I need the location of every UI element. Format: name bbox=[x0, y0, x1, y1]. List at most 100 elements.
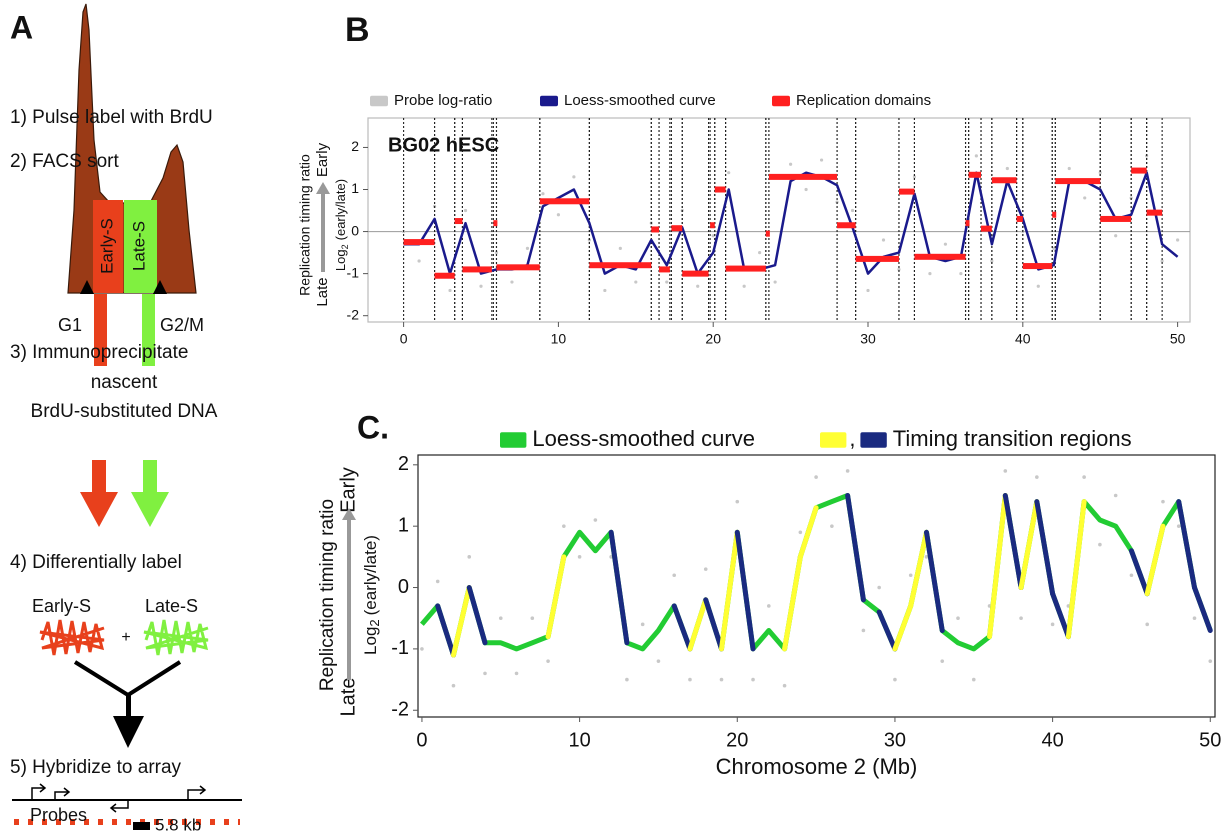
arrow bbox=[131, 460, 169, 527]
y-tick-label: -2 bbox=[347, 306, 360, 322]
legend-label: Loess-smoothed curve bbox=[564, 92, 716, 109]
x-tick-label: 10 bbox=[551, 331, 567, 347]
probe-point bbox=[819, 158, 824, 162]
x-tick-label: 40 bbox=[1041, 729, 1063, 751]
replication-domain bbox=[837, 222, 856, 229]
probe-point bbox=[940, 659, 945, 663]
y-axis-unit: Log bbox=[333, 249, 348, 271]
probe-point bbox=[1176, 524, 1181, 528]
y-axis-label-high: Early bbox=[314, 142, 331, 177]
y-tick-label: 0 bbox=[351, 222, 359, 238]
probe-point bbox=[494, 250, 499, 255]
replication-domain bbox=[1146, 209, 1163, 216]
transition-region bbox=[608, 529, 630, 646]
replication-domain bbox=[855, 255, 899, 262]
probe-point bbox=[1067, 166, 1071, 171]
transition-region bbox=[734, 529, 756, 652]
g1-marker bbox=[80, 280, 94, 294]
probe-point bbox=[514, 671, 519, 676]
probe-point bbox=[719, 677, 724, 682]
x-tick-label: 50 bbox=[1199, 729, 1221, 751]
probe-point bbox=[572, 175, 576, 179]
probe-point bbox=[877, 585, 881, 590]
probe-point bbox=[577, 555, 582, 559]
transition-region bbox=[1034, 499, 1056, 597]
transition-region bbox=[466, 585, 488, 646]
probe-point bbox=[845, 469, 850, 473]
probe-point bbox=[665, 280, 669, 284]
y-axis-unit: Log bbox=[361, 627, 380, 655]
transition-region bbox=[1144, 523, 1166, 597]
replication-domain bbox=[768, 173, 838, 180]
y-axis-arrow-head bbox=[316, 182, 330, 194]
probe-point bbox=[971, 677, 976, 682]
probe-point bbox=[897, 267, 901, 272]
probe-point bbox=[483, 671, 487, 676]
x-tick-label: 0 bbox=[400, 331, 408, 347]
probe-point bbox=[672, 573, 677, 578]
plus-sign: + bbox=[121, 629, 130, 646]
probe-point bbox=[814, 475, 818, 479]
step-label: 2) FACS sort bbox=[10, 151, 119, 172]
plot-frame bbox=[417, 454, 1216, 718]
early-s-flow bbox=[94, 294, 107, 366]
probe-point bbox=[1050, 622, 1055, 627]
replication-domain bbox=[659, 266, 670, 273]
probe-point bbox=[928, 272, 932, 276]
probe-point bbox=[448, 288, 452, 293]
late-s-label: Late-S bbox=[145, 596, 198, 616]
probe-point bbox=[850, 208, 855, 213]
dna-scribble bbox=[39, 619, 105, 656]
transition-region bbox=[845, 492, 866, 603]
probe-point bbox=[498, 616, 503, 621]
replication-domain bbox=[651, 226, 660, 233]
transition-region bbox=[908, 529, 929, 609]
replication-domain bbox=[965, 220, 970, 227]
probe-point bbox=[1114, 234, 1118, 238]
probe-point bbox=[593, 518, 598, 522]
transition-region bbox=[782, 554, 803, 652]
replication-domain bbox=[434, 272, 455, 279]
probe-point bbox=[893, 677, 897, 682]
x-tick-label: 20 bbox=[726, 729, 748, 751]
probe-point bbox=[525, 246, 530, 250]
legend-swatch bbox=[860, 432, 887, 448]
probe-point bbox=[956, 616, 960, 621]
early-s-label: Early-S bbox=[32, 596, 91, 616]
probe-point bbox=[479, 284, 483, 288]
replication-domain bbox=[765, 230, 770, 237]
replication-domain bbox=[682, 270, 709, 277]
y-axis-label-low: Late bbox=[314, 277, 331, 306]
legend-swatch bbox=[820, 432, 847, 448]
replication-domain bbox=[496, 264, 540, 271]
y-tick-label: -2 bbox=[391, 699, 409, 721]
probe-point bbox=[943, 242, 948, 246]
replication-domain bbox=[981, 225, 992, 232]
scale-bar bbox=[133, 822, 150, 830]
replication-domain bbox=[725, 265, 766, 272]
g1-label: G1 bbox=[58, 315, 82, 335]
transition-region bbox=[1018, 499, 1040, 591]
replication-domain bbox=[493, 220, 498, 227]
probe-point bbox=[959, 272, 963, 276]
transition-region bbox=[923, 529, 945, 633]
transition-region bbox=[1050, 591, 1071, 640]
panel-label: A bbox=[10, 9, 33, 45]
y-axis-unit: (early/late) bbox=[361, 535, 380, 615]
probe-point bbox=[1129, 573, 1134, 578]
probe-point bbox=[1052, 246, 1056, 250]
replication-domain bbox=[671, 225, 683, 232]
probe-point bbox=[727, 171, 731, 175]
probe-point bbox=[861, 628, 866, 633]
y-axis-label-low: Late bbox=[337, 678, 359, 717]
probe-point bbox=[703, 567, 708, 571]
probe-point bbox=[467, 555, 472, 559]
probe-point bbox=[541, 192, 545, 196]
probe-point bbox=[1066, 604, 1071, 608]
probe-point bbox=[1176, 238, 1180, 242]
probe-point bbox=[782, 683, 787, 688]
transition-region bbox=[987, 492, 1008, 640]
transition-region bbox=[671, 603, 693, 652]
x-axis-label: Chromosome 2 (Mb) bbox=[716, 754, 918, 779]
transition-region bbox=[1192, 585, 1213, 633]
